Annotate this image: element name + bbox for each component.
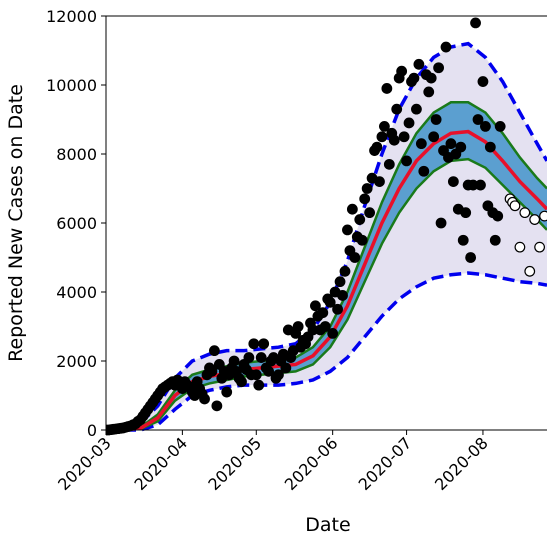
data-point xyxy=(398,131,410,143)
data-point xyxy=(346,203,358,215)
data-point xyxy=(480,120,491,132)
data-point xyxy=(440,41,452,53)
x-tick-label: 2020-08 xyxy=(431,433,492,494)
data-point xyxy=(477,76,489,87)
data-point xyxy=(371,141,383,153)
data-point xyxy=(273,369,284,381)
data-point xyxy=(337,290,348,301)
data-point xyxy=(310,300,321,312)
data-point xyxy=(475,179,486,191)
data-point xyxy=(403,117,415,129)
data-point xyxy=(317,307,329,319)
data-point xyxy=(423,86,435,98)
data-point xyxy=(529,214,541,225)
data-point xyxy=(396,65,408,77)
data-point xyxy=(236,376,247,388)
data-point xyxy=(374,176,385,188)
data-point xyxy=(263,365,275,377)
x-tick-label: 2020-03 xyxy=(54,433,115,494)
data-point xyxy=(376,131,388,143)
data-point xyxy=(221,386,233,398)
data-point xyxy=(489,234,501,246)
data-point xyxy=(494,120,506,132)
data-point xyxy=(492,210,504,222)
data-point xyxy=(327,328,339,339)
data-point xyxy=(445,138,457,150)
data-point xyxy=(349,252,361,263)
x-tick-label: 2020-05 xyxy=(204,433,265,494)
data-point xyxy=(514,241,526,253)
curve xyxy=(106,157,547,432)
data-point xyxy=(457,234,469,246)
data-point xyxy=(460,207,472,219)
data-point xyxy=(361,183,373,194)
x-tick-label: 2020-04 xyxy=(130,433,191,494)
x-tick-label: 2020-07 xyxy=(355,433,416,494)
data-point xyxy=(428,131,440,143)
data-point xyxy=(415,138,427,150)
data-point xyxy=(391,103,403,115)
data-point xyxy=(280,362,292,374)
data-point xyxy=(425,72,437,84)
data-point xyxy=(253,379,265,391)
data-point xyxy=(248,338,260,350)
data-point xyxy=(228,355,240,367)
data-point xyxy=(484,141,496,153)
data-point xyxy=(413,58,425,70)
data-point xyxy=(383,158,395,170)
curve xyxy=(106,271,547,432)
data-point xyxy=(342,224,353,236)
data-point xyxy=(206,365,218,377)
data-point xyxy=(418,165,430,177)
data-point xyxy=(524,265,536,277)
y-tick-label: 10000 xyxy=(46,76,97,95)
data-point xyxy=(470,17,481,29)
y-tick-label: 2000 xyxy=(56,352,97,371)
data-point xyxy=(378,120,390,132)
y-tick-label: 12000 xyxy=(46,7,97,26)
data-point xyxy=(332,303,343,315)
data-point xyxy=(381,83,393,94)
data-point xyxy=(209,345,220,357)
data-point xyxy=(292,321,304,332)
data-point xyxy=(319,321,331,332)
y-tick-label: 6000 xyxy=(56,214,97,233)
data-point xyxy=(435,217,447,229)
data-point xyxy=(539,210,547,222)
data-point xyxy=(255,352,267,363)
data-point xyxy=(250,369,262,381)
data-point xyxy=(408,72,420,84)
data-point xyxy=(455,141,467,153)
data-point xyxy=(354,214,366,225)
y-tick-label: 0 xyxy=(87,421,97,440)
data-point xyxy=(430,114,442,125)
data-point xyxy=(411,103,422,115)
data-point xyxy=(388,134,400,146)
data-point xyxy=(465,252,477,263)
data-point xyxy=(339,265,351,277)
y-tick-label: 8000 xyxy=(56,145,97,164)
data-point xyxy=(243,352,255,363)
data-point xyxy=(534,241,546,253)
y-tick-label: 4000 xyxy=(56,283,97,302)
data-point xyxy=(519,207,531,219)
data-point xyxy=(334,276,346,288)
plot-area xyxy=(106,17,547,436)
data-point xyxy=(447,176,459,188)
data-point xyxy=(324,296,336,308)
y-axis-title: Reported New Cases on Date xyxy=(5,84,27,362)
data-point xyxy=(509,200,521,212)
data-point xyxy=(364,207,376,219)
data-point xyxy=(401,155,412,167)
x-axis-title: Date xyxy=(305,514,350,536)
data-point xyxy=(472,114,484,125)
data-point xyxy=(356,234,368,246)
data-point xyxy=(359,193,371,205)
data-point xyxy=(433,62,444,74)
data-point xyxy=(199,393,210,405)
data-point xyxy=(258,338,270,350)
data-point xyxy=(211,400,223,412)
x-tick-label: 2020-06 xyxy=(281,433,342,494)
